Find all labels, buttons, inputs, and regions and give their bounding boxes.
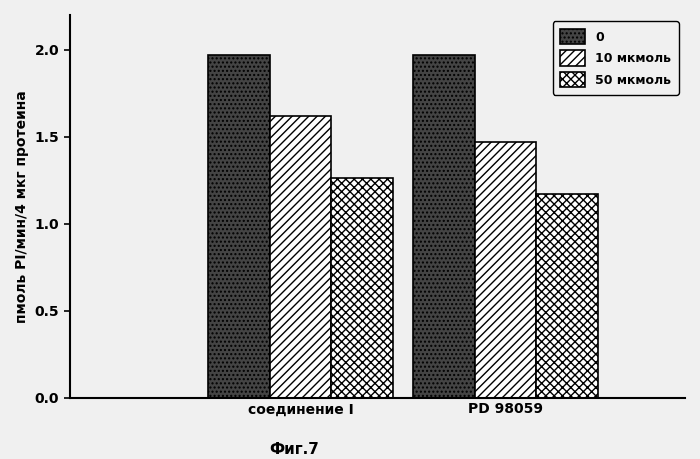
Bar (475, 142, 536, 397)
Bar (413, 55, 475, 397)
Text: Фиг.7: Фиг.7 (269, 442, 319, 458)
Bar (270, 116, 331, 397)
Bar (208, 55, 270, 397)
Y-axis label: пмоль PI/мин/4 мкг протеина: пмоль PI/мин/4 мкг протеина (15, 90, 29, 323)
Bar (536, 194, 598, 397)
Legend: 0, 10 мкмоль, 50 мкмоль: 0, 10 мкмоль, 50 мкмоль (553, 21, 679, 95)
Bar (331, 179, 393, 397)
